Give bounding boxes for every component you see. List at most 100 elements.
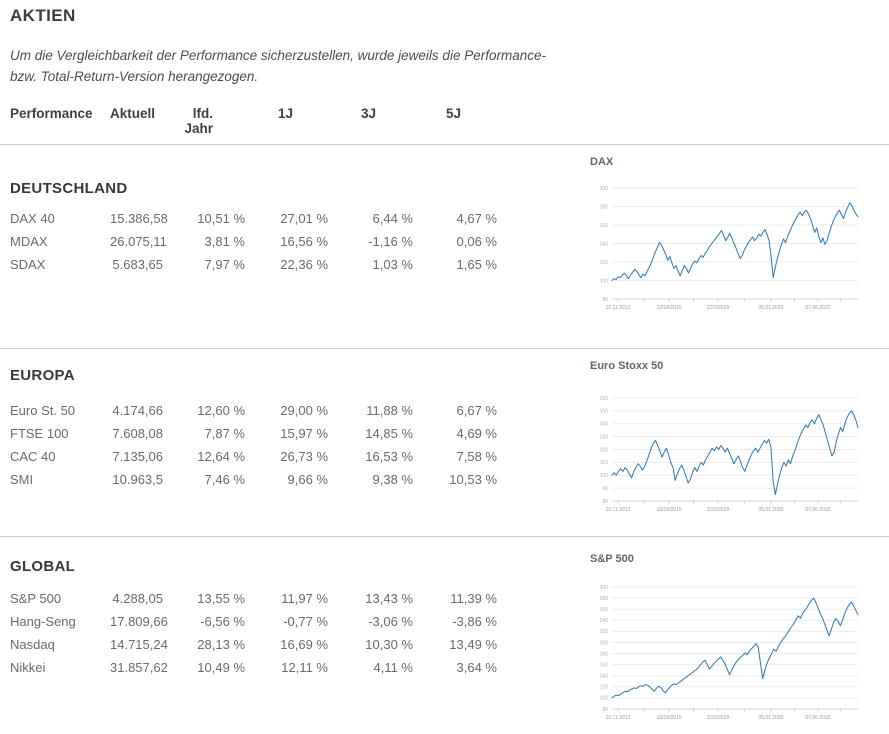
value-cell: 10,53 % (449, 472, 497, 487)
svg-text:07.06.2022: 07.06.2022 (805, 305, 830, 311)
svg-text:150: 150 (600, 409, 609, 415)
svg-text:110: 110 (600, 460, 608, 466)
value-cell: 15,97 % (280, 426, 328, 441)
value-cell: 13,43 % (365, 591, 413, 606)
table-row: S&P 500 4.288,05 13,55 % 11,97 % 13,43 % 11,3… (10, 587, 497, 610)
value-cell: 27,01 % (280, 211, 328, 226)
value-cell: 11,97 % (281, 591, 328, 606)
index-label: Hang-Seng (10, 614, 76, 629)
section-divider (0, 144, 889, 145)
value-cell: 22,36 % (280, 257, 328, 272)
value-cell: 10,51 % (197, 211, 245, 226)
value-cell: 3,64 % (456, 660, 497, 675)
value-cell: 16,53 % (365, 449, 413, 464)
svg-text:2/23/2018: 2/23/2018 (707, 715, 729, 721)
svg-text:05.01.2020: 05.01.2020 (758, 715, 783, 721)
svg-text:12/18/2015: 12/18/2015 (657, 507, 682, 513)
index-label: S&P 500 (10, 591, 62, 606)
col-header-lfd-jahr: lfd. Jahr (184, 106, 213, 136)
col-header-5j: 5J (445, 106, 461, 121)
value-cell: 14.715,24 (110, 637, 168, 652)
svg-text:240: 240 (600, 618, 609, 624)
table-row: DAX 40 15.386,58 10,51 % 27,01 % 6,44 % 4,67 … (10, 207, 497, 230)
svg-text:05.01.2020: 05.01.2020 (758, 507, 783, 513)
table-row: SDAX 5.683,65 7,97 % 22,36 % 1,03 % 1,65 % (10, 253, 497, 276)
col-header-3j: 3J (360, 106, 376, 121)
section-title-europa: EUROPA (10, 367, 75, 384)
value-cell: 7,46 % (204, 472, 245, 487)
svg-text:100: 100 (600, 278, 609, 284)
section-divider (0, 348, 889, 349)
svg-text:120: 120 (600, 447, 609, 453)
svg-text:180: 180 (600, 204, 609, 210)
global-table-rows: S&P 500 4.288,05 13,55 % 11,97 % 13,43 % 11,3… (10, 587, 497, 679)
intro-note: Um die Vergleichbarkeit der Performance … (10, 45, 630, 87)
value-cell: 7,97 % (204, 257, 245, 272)
svg-text:100: 100 (600, 696, 609, 702)
svg-text:10.11.2013: 10.11.2013 (606, 305, 631, 311)
value-cell: -1,16 % (368, 234, 413, 249)
section-title-global: GLOBAL (10, 558, 76, 575)
euro-stoxx-chart-plot: 160 150 140 130 120 110 100 90 80 10.11.2013 12/18… (600, 396, 859, 513)
value-cell: 11,39 % (450, 591, 497, 606)
index-label: Euro St. 50 (10, 403, 76, 418)
value-cell: 3,81 % (204, 234, 245, 249)
value-cell: 0,06 % (456, 234, 497, 249)
value-cell: 10,49 % (197, 660, 245, 675)
svg-text:280: 280 (600, 596, 609, 602)
svg-text:12/18/2015: 12/18/2015 (657, 715, 682, 721)
intro-note-line-2: bzw. Total-Return-Version herangezogen. (10, 69, 259, 84)
value-cell: 31.857,62 (110, 660, 168, 675)
value-cell: 10.963,5 (112, 472, 163, 487)
col-header-aktuell: Aktuell (110, 106, 156, 121)
svg-text:300: 300 (600, 585, 609, 591)
index-label: SDAX (10, 257, 46, 272)
svg-text:200: 200 (600, 186, 609, 192)
svg-text:80: 80 (602, 499, 608, 505)
value-cell: 12,11 % (281, 660, 328, 675)
value-cell: 1,03 % (372, 257, 413, 272)
svg-text:80: 80 (602, 707, 608, 713)
index-label: DAX 40 (10, 211, 55, 226)
index-label: CAC 40 (10, 449, 56, 464)
svg-text:2/23/2018: 2/23/2018 (707, 305, 729, 311)
svg-text:140: 140 (600, 422, 609, 428)
svg-text:120: 120 (600, 685, 609, 691)
value-cell: 4.174,66 (112, 403, 163, 418)
index-label: Nikkei (10, 660, 46, 675)
svg-text:2/23/2018: 2/23/2018 (707, 507, 729, 513)
index-label: Nasdaq (10, 637, 55, 652)
svg-text:130: 130 (600, 434, 609, 440)
svg-text:80: 80 (602, 297, 608, 303)
dax-chart: DAX 200 180 160 140 120 100 80 10.11.2013 12/18/… (590, 156, 885, 312)
value-cell: 6,67 % (456, 403, 497, 418)
value-cell: 17.809,66 (110, 614, 168, 629)
svg-text:160: 160 (600, 662, 609, 668)
svg-text:140: 140 (600, 674, 609, 680)
sp500-chart-title: S&P 500 (590, 553, 634, 565)
col-header-performance: Performance (10, 106, 93, 121)
table-row: Nasdaq 14.715,24 28,13 % 16,69 % 10,30 % 13,4… (10, 633, 497, 656)
table-row: CAC 40 7.135,06 12,64 % 26,73 % 16,53 % 7,58 … (10, 445, 497, 468)
europa-table-rows: Euro St. 50 4.174,66 12,60 % 29,00 % 11,88 %… (10, 399, 497, 491)
value-cell: 7,58 % (456, 449, 497, 464)
value-cell: 26,73 % (280, 449, 328, 464)
value-cell: 14,85 % (365, 426, 413, 441)
euro-stoxx-chart-title: Euro Stoxx 50 (590, 360, 664, 372)
value-cell: -6,56 % (200, 614, 245, 629)
value-cell: 5.683,65 (112, 257, 163, 272)
svg-text:10.11.2013: 10.11.2013 (606, 507, 631, 513)
sp500-chart: S&P 500 300 280 260 240 220 200 180 160 140 120 10… (590, 553, 885, 722)
intro-note-line-1: Um die Vergleichbarkeit der Performance … (10, 48, 546, 63)
table-row: FTSE 100 7.608,08 7,87 % 15,97 % 14,85 % 4,69… (10, 422, 497, 445)
svg-text:180: 180 (600, 651, 609, 657)
deutschland-table-rows: DAX 40 15.386,58 10,51 % 27,01 % 6,44 % 4,67 … (10, 207, 497, 276)
value-cell: 4,67 % (456, 211, 497, 226)
value-cell: 15.386,58 (110, 211, 168, 226)
dax-chart-plot: 200 180 160 140 120 100 80 10.11.2013 12/18/2015… (600, 186, 859, 311)
value-cell: 1,65 % (456, 257, 497, 272)
value-cell: 13,49 % (449, 637, 497, 652)
value-cell: -3,86 % (452, 614, 497, 629)
svg-text:140: 140 (600, 241, 609, 247)
